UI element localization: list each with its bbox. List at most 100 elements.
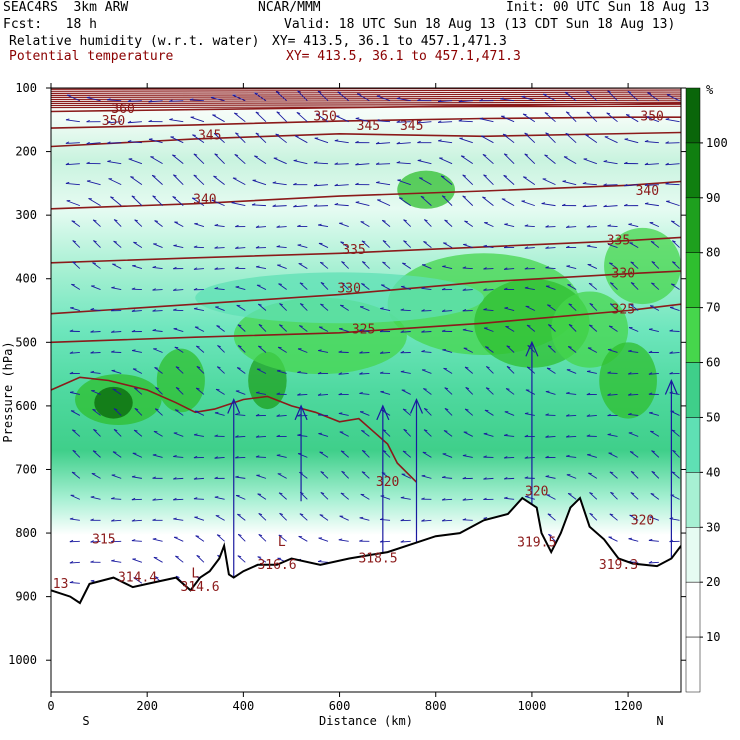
wind-arrowhead — [257, 493, 262, 495]
wind-arrowhead — [665, 182, 670, 185]
wind-vector — [173, 432, 184, 437]
wind-vector — [154, 408, 163, 416]
wind-arrowhead — [607, 393, 611, 396]
wind-arrowhead — [630, 492, 635, 495]
wind-vector — [69, 582, 80, 584]
wind-arrowhead — [417, 159, 422, 161]
wind-vector — [462, 455, 473, 458]
wind-vector — [69, 561, 80, 564]
wind-vector — [526, 366, 536, 374]
wind-arrowhead — [568, 492, 572, 495]
wind-vector — [111, 331, 122, 333]
wind-vector — [214, 496, 225, 500]
wind-vector — [672, 261, 680, 269]
wind-vector — [127, 141, 142, 144]
low-label: L — [191, 567, 199, 582]
wind-vector — [256, 392, 267, 395]
wind-arrowhead — [127, 120, 132, 124]
wind-vector — [320, 492, 329, 500]
wind-vector — [355, 201, 370, 207]
wind-arrowhead — [320, 261, 324, 264]
wind-vector — [566, 265, 577, 270]
wind-arrowhead — [630, 261, 635, 264]
wind-arrowhead — [376, 181, 380, 183]
wind-arrowhead — [92, 450, 97, 453]
wind-arrowhead — [483, 497, 487, 500]
wind-arrowhead — [90, 330, 94, 333]
wind-arrowhead — [92, 219, 97, 222]
wind-vector — [194, 223, 205, 228]
wind-vector — [318, 394, 329, 396]
wind-vector — [361, 261, 370, 269]
wind-vector — [628, 538, 639, 542]
wind-vector — [483, 309, 494, 311]
wind-vector — [216, 534, 225, 542]
wind-vector — [545, 391, 556, 395]
wind-vector — [396, 121, 411, 123]
wind-arrowhead — [586, 244, 591, 247]
wind-arrowhead — [255, 111, 260, 114]
wind-arrowhead — [299, 325, 303, 327]
wind-arrowhead — [193, 245, 198, 248]
wind-vector — [153, 243, 163, 249]
wind-vector — [113, 408, 122, 416]
wind-vector — [650, 430, 660, 437]
wind-vector — [442, 519, 453, 522]
wind-vector — [423, 429, 432, 437]
wind-vector — [107, 160, 122, 165]
wind-vector — [341, 261, 350, 269]
wind-vector — [90, 331, 101, 333]
wind-arrowhead — [362, 449, 366, 453]
wind-arrowhead — [131, 497, 136, 501]
wind-arrowhead — [318, 223, 322, 226]
wind-arrowhead — [214, 246, 218, 249]
wind-vector — [462, 498, 473, 501]
wind-arrowhead — [192, 197, 196, 200]
theta-label: 335 — [342, 243, 365, 258]
wind-arrowhead — [256, 391, 260, 394]
wind-arrowhead — [399, 197, 403, 199]
wind-vector — [69, 518, 80, 521]
wind-vector — [629, 514, 639, 521]
wind-arrowhead — [152, 288, 156, 291]
wind-vector — [359, 329, 370, 332]
wind-arrowhead — [527, 366, 531, 369]
wind-vector — [150, 156, 163, 165]
wind-arrowhead — [483, 477, 487, 480]
wind-arrowhead — [671, 429, 676, 432]
wind-arrowhead — [671, 220, 675, 223]
wind-vector — [483, 174, 494, 185]
wind-vector — [666, 200, 680, 207]
wind-vector — [299, 513, 308, 521]
wind-arrowhead — [504, 433, 508, 436]
wind-arrowhead — [437, 99, 442, 103]
wind-arrowhead — [148, 99, 152, 103]
wind-arrowhead — [341, 261, 345, 264]
wind-vector — [649, 222, 660, 228]
wind-vector — [276, 414, 287, 417]
colorbar-swatch — [685, 197, 701, 253]
wind-vector — [231, 202, 246, 207]
wind-vector — [524, 247, 535, 249]
wind-arrowhead — [90, 308, 95, 310]
wind-vector — [568, 303, 577, 311]
theta-label: 13 — [53, 577, 69, 592]
wind-vector — [586, 111, 598, 123]
wind-arrowhead — [568, 324, 573, 327]
wind-arrowhead — [628, 413, 632, 415]
header-valid: Valid: 18 UTC Sun 18 Aug 13 (13 CDT Sun … — [284, 17, 676, 32]
wind-arrowhead — [213, 175, 218, 178]
wind-vector — [195, 535, 205, 542]
wind-arrowhead — [107, 160, 111, 162]
wind-arrowhead — [464, 408, 469, 411]
wind-arrowhead — [544, 154, 549, 157]
wind-arrowhead — [546, 367, 551, 370]
wind-vector — [422, 451, 432, 458]
wind-arrowhead — [361, 240, 366, 243]
wind-arrowhead — [359, 372, 363, 375]
wind-arrowhead — [107, 120, 111, 124]
wind-vector — [603, 184, 618, 186]
wind-vector — [566, 455, 577, 458]
wind-vector — [524, 132, 536, 144]
wind-arrowhead — [500, 97, 504, 100]
